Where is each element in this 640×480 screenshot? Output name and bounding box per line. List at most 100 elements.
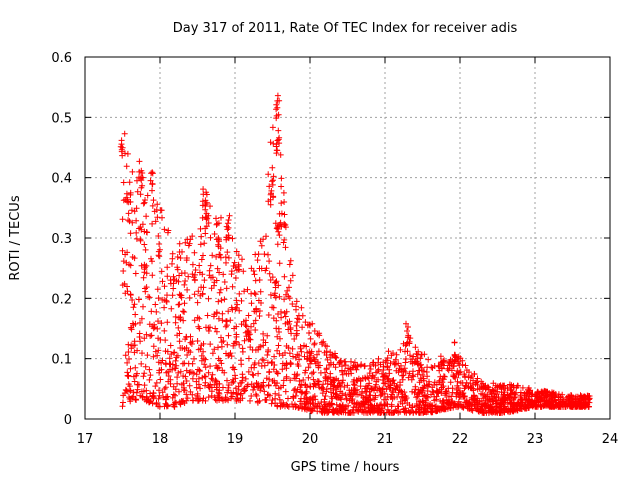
data-point: [149, 400, 156, 407]
data-point: [126, 356, 132, 362]
data-point: [154, 352, 161, 359]
data-point: [364, 409, 371, 416]
data-point: [218, 395, 225, 402]
data-point: [222, 397, 229, 404]
y-tick-label: 0.5: [51, 111, 72, 126]
data-point: [445, 385, 452, 392]
data-point: [353, 401, 360, 408]
data-point: [259, 382, 266, 389]
data-point: [264, 332, 271, 339]
data-point: [276, 210, 283, 217]
data-point: [433, 393, 440, 400]
data-point: [376, 385, 383, 392]
data-point: [299, 324, 306, 331]
data-point: [257, 387, 264, 394]
data-point: [307, 335, 314, 342]
data-point: [250, 386, 257, 393]
data-point: [267, 139, 274, 146]
data-point: [410, 409, 417, 416]
data-point: [278, 314, 285, 321]
data-point: [169, 260, 175, 267]
data-point: [290, 403, 297, 410]
data-point: [321, 396, 328, 403]
data-point: [368, 385, 375, 392]
data-point: [221, 279, 228, 285]
data-point: [290, 393, 297, 400]
data-point: [321, 349, 328, 356]
data-point: [406, 402, 413, 408]
data-point: [167, 376, 174, 383]
data-point: [229, 283, 236, 290]
data-point: [218, 297, 225, 304]
data-point: [224, 226, 231, 233]
data-point: [159, 278, 166, 285]
data-point: [183, 378, 190, 384]
data-point: [175, 301, 182, 308]
data-point: [396, 365, 403, 372]
data-point: [412, 383, 419, 390]
data-point: [142, 288, 149, 295]
data-point: [178, 398, 185, 404]
data-point: [128, 345, 135, 352]
data-point: [523, 395, 530, 402]
data-point: [322, 374, 329, 381]
data-point: [391, 380, 398, 387]
data-point: [293, 322, 300, 329]
data-point: [425, 356, 432, 363]
data-point: [307, 383, 314, 390]
data-point: [423, 397, 429, 404]
data-point: [459, 361, 466, 368]
data-point: [451, 339, 458, 346]
data-point: [149, 169, 156, 176]
data-point: [351, 382, 358, 389]
x-tick-label: 22: [452, 432, 469, 447]
data-point: [258, 363, 265, 369]
data-point: [159, 214, 165, 221]
data-point: [514, 407, 521, 414]
data-point: [133, 229, 140, 236]
data-point: [248, 290, 255, 297]
data-point: [324, 380, 331, 387]
data-point: [406, 338, 413, 345]
data-point: [301, 342, 307, 349]
data-point: [149, 187, 155, 194]
data-point: [345, 402, 352, 409]
data-point: [130, 373, 137, 380]
y-tick-label: 0.1: [51, 353, 72, 368]
data-point: [402, 348, 408, 355]
data-point: [234, 301, 241, 308]
data-point: [278, 200, 285, 207]
data-point: [410, 373, 417, 380]
data-point: [386, 409, 393, 416]
data-point: [463, 367, 470, 374]
data-point: [189, 233, 196, 240]
y-tick-label: 0.3: [51, 232, 72, 247]
data-point: [223, 285, 230, 292]
data-point: [212, 377, 219, 384]
data-point: [482, 395, 489, 401]
data-point: [311, 381, 318, 388]
data-point: [464, 403, 471, 410]
data-point: [448, 367, 455, 374]
data-point: [224, 377, 230, 384]
data-point: [149, 170, 156, 177]
data-point: [178, 270, 185, 277]
data-point: [413, 408, 420, 415]
data-point: [489, 398, 496, 405]
data-point: [183, 391, 190, 398]
data-point: [150, 343, 157, 350]
data-point: [185, 242, 192, 249]
data-point: [264, 392, 271, 398]
data-point: [245, 336, 252, 343]
data-point: [276, 260, 283, 267]
data-point: [347, 391, 354, 398]
data-point: [362, 375, 369, 382]
data-point: [434, 388, 441, 395]
data-point: [138, 360, 145, 367]
data-point: [134, 386, 141, 393]
x-tick-label: 21: [377, 432, 394, 447]
data-point: [176, 240, 183, 247]
data-point: [292, 354, 299, 361]
data-point: [252, 317, 259, 324]
x-tick-label: 23: [527, 432, 544, 447]
